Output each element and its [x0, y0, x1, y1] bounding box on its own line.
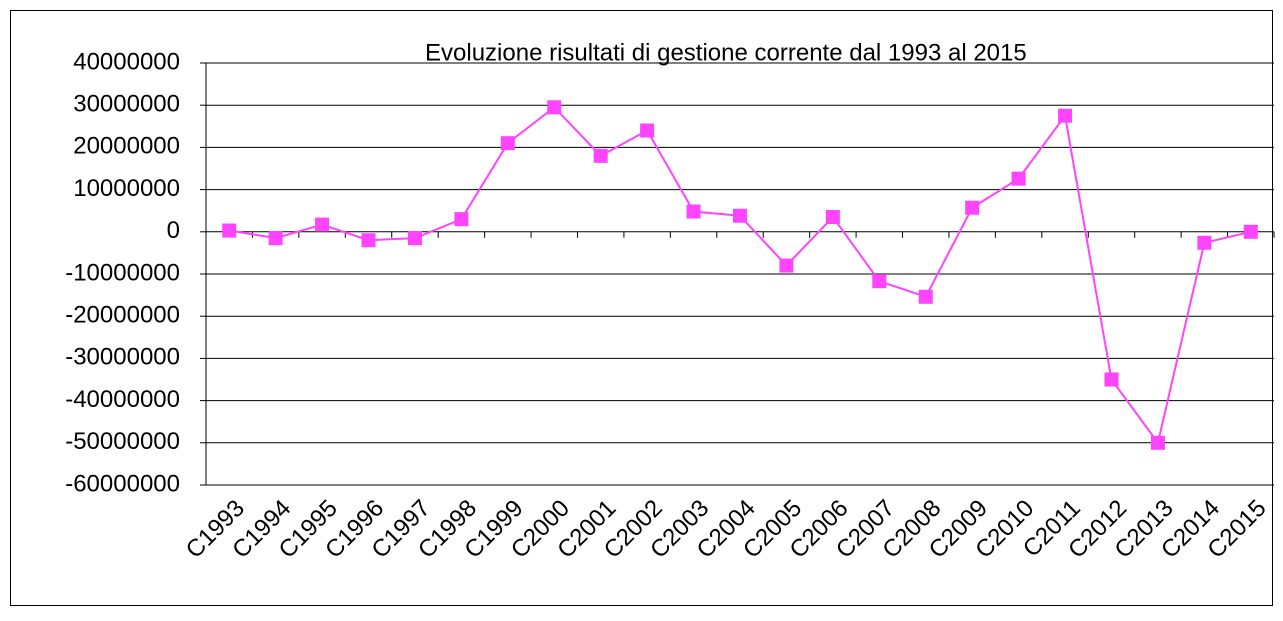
point-marker [593, 148, 608, 163]
point-marker [872, 274, 887, 289]
point-marker [1150, 435, 1165, 450]
point-marker [361, 233, 376, 248]
point-marker [268, 231, 283, 246]
point-marker [1011, 171, 1026, 186]
point-marker [547, 100, 562, 115]
point-marker [407, 231, 422, 246]
y-tick-label: -50000000 [65, 428, 180, 455]
point-marker [965, 200, 980, 215]
point-marker [222, 223, 237, 238]
chart-title: Evoluzione risultati di gestione corrent… [425, 39, 1027, 66]
point-marker [454, 212, 469, 227]
y-tick-label: 20000000 [73, 133, 180, 160]
y-tick-label: -40000000 [65, 386, 180, 413]
y-tick-label: 0 [167, 217, 180, 244]
y-tick-label: -60000000 [65, 470, 180, 497]
point-marker [1197, 235, 1212, 250]
y-tick-label: -30000000 [65, 344, 180, 371]
point-marker [500, 136, 515, 151]
point-marker [733, 208, 747, 223]
point-marker [1104, 372, 1119, 387]
point-marker [1243, 224, 1258, 239]
y-tick-label: -20000000 [65, 302, 180, 329]
point-marker [779, 258, 794, 273]
point-marker [825, 210, 840, 225]
point-marker [686, 204, 701, 219]
point-marker [640, 123, 655, 138]
y-tick-label: 30000000 [73, 91, 180, 118]
point-marker [1058, 108, 1073, 123]
point-marker [918, 289, 933, 304]
y-tick-label: -10000000 [65, 259, 180, 286]
y-tick-label: 10000000 [73, 175, 180, 202]
y-tick-label: 40000000 [73, 48, 180, 75]
point-marker [315, 217, 330, 232]
